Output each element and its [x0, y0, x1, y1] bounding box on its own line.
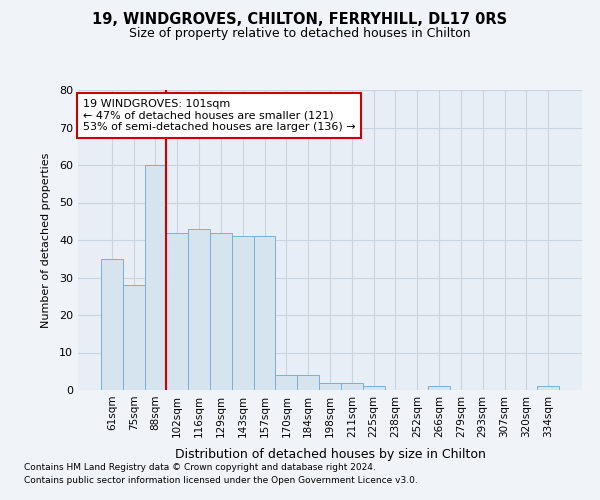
- Bar: [210, 232, 232, 390]
- Bar: [537, 386, 559, 390]
- Bar: [188, 229, 210, 390]
- Text: Contains HM Land Registry data © Crown copyright and database right 2024.: Contains HM Land Registry data © Crown c…: [24, 464, 376, 472]
- Text: Size of property relative to detached houses in Chilton: Size of property relative to detached ho…: [129, 28, 471, 40]
- Bar: [232, 236, 254, 390]
- Y-axis label: Number of detached properties: Number of detached properties: [41, 152, 50, 328]
- Bar: [254, 236, 275, 390]
- Bar: [101, 259, 123, 390]
- Bar: [341, 382, 363, 390]
- Bar: [145, 165, 166, 390]
- Bar: [319, 382, 341, 390]
- Bar: [166, 232, 188, 390]
- Bar: [297, 375, 319, 390]
- Bar: [363, 386, 385, 390]
- X-axis label: Distribution of detached houses by size in Chilton: Distribution of detached houses by size …: [175, 448, 485, 461]
- Bar: [275, 375, 297, 390]
- Text: 19 WINDGROVES: 101sqm
← 47% of detached houses are smaller (121)
53% of semi-det: 19 WINDGROVES: 101sqm ← 47% of detached …: [83, 99, 356, 132]
- Bar: [428, 386, 450, 390]
- Bar: [123, 285, 145, 390]
- Text: Contains public sector information licensed under the Open Government Licence v3: Contains public sector information licen…: [24, 476, 418, 485]
- Text: 19, WINDGROVES, CHILTON, FERRYHILL, DL17 0RS: 19, WINDGROVES, CHILTON, FERRYHILL, DL17…: [92, 12, 508, 28]
